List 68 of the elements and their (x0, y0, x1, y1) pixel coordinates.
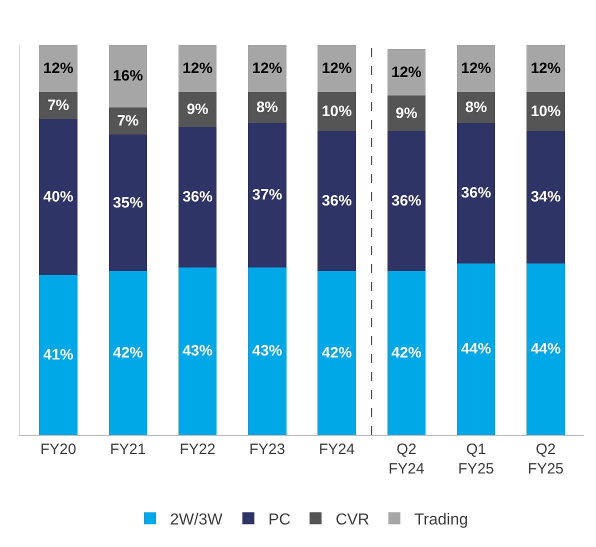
x-tick-label: FY20 (40, 441, 76, 458)
data-label: 41% (43, 346, 74, 364)
x-tick-label: FY24 (318, 441, 355, 458)
bar (526, 263, 565, 435)
data-label: 9% (186, 100, 208, 118)
x-tick-label: FY23 (249, 441, 286, 458)
bar (108, 271, 148, 435)
bar (108, 134, 148, 272)
data-label: 8% (465, 98, 487, 116)
data-label: 34% (530, 188, 561, 206)
data-label: 44% (461, 340, 492, 358)
bar (248, 45, 286, 92)
legend-label: 2W/3W (170, 511, 224, 528)
data-label: 9% (396, 104, 418, 122)
data-label: 10% (530, 102, 561, 120)
data-label: 36% (322, 192, 352, 210)
data-label: 43% (252, 342, 282, 360)
data-label: 12% (322, 60, 352, 77)
bar (387, 271, 426, 435)
bar (39, 275, 78, 435)
data-label: 7% (117, 112, 139, 130)
bar (178, 45, 217, 92)
bar (526, 130, 565, 264)
data-label: 36% (182, 188, 213, 206)
bar (387, 96, 426, 131)
bar (318, 45, 356, 92)
x-tick-label: Q2 FY25 (528, 441, 564, 478)
bar (318, 130, 356, 272)
data-label: 7% (47, 96, 70, 114)
data-label: 12% (43, 60, 74, 77)
bar (178, 126, 217, 268)
data-label: 12% (182, 60, 213, 77)
bar (387, 130, 426, 272)
bar (108, 45, 148, 108)
legend-label: PC (268, 511, 291, 528)
data-label: 37% (252, 186, 282, 204)
data-label: 36% (391, 192, 422, 210)
data-label: 12% (391, 64, 422, 81)
x-tick-label: Q1 FY25 (458, 441, 494, 478)
bar (456, 123, 496, 264)
data-label: 40% (43, 188, 74, 206)
x-tick-label: Q2 FY24 (388, 441, 424, 478)
data-label: 42% (391, 344, 422, 362)
data-label: 43% (182, 342, 213, 360)
data-label: 36% (461, 184, 492, 202)
data-label: 8% (256, 98, 278, 116)
legend-label: Trading (414, 511, 468, 528)
data-label: 16% (112, 68, 143, 85)
x-tick-label: FY21 (110, 441, 146, 458)
bar (318, 271, 356, 435)
bar (39, 45, 78, 92)
data-label: 35% (112, 194, 143, 212)
data-label: 42% (112, 344, 143, 362)
data-label: 10% (322, 102, 352, 120)
bar (456, 45, 496, 92)
legend-label: CVR (336, 511, 370, 528)
bar (526, 45, 565, 92)
bar (248, 123, 286, 268)
data-label: 12% (461, 60, 492, 77)
x-tick-label: FY22 (180, 441, 216, 458)
bar (248, 267, 286, 435)
data-label: 44% (530, 340, 561, 358)
bar (178, 267, 217, 435)
data-label: 12% (530, 60, 561, 77)
bar (456, 263, 496, 435)
data-label: 12% (252, 60, 282, 77)
bar (39, 119, 78, 276)
data-label: 42% (322, 344, 352, 362)
